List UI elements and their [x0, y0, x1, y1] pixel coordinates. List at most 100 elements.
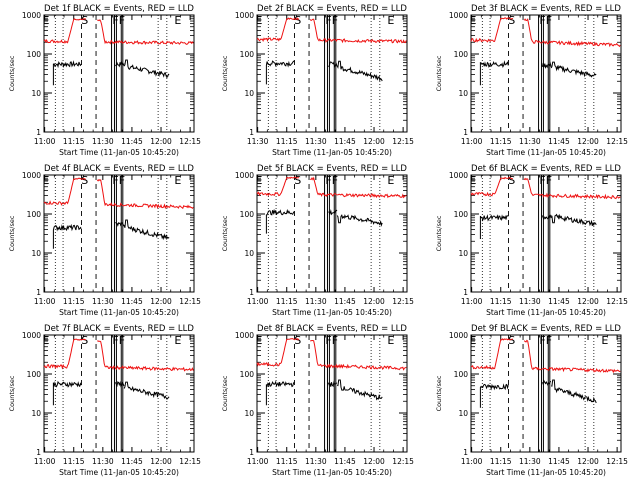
- y-tick-label: 1000: [22, 171, 41, 180]
- y-tick-label: 1: [36, 448, 41, 457]
- x-tick-label: 12:15: [392, 457, 414, 466]
- lld-series-line: [470, 17, 514, 43]
- x-tick-label: 11:15: [490, 137, 512, 146]
- x-tick-label: 11:30: [305, 137, 327, 146]
- x-axis-label: Start Time (11-Jan-05 10:45:20): [486, 308, 606, 317]
- chart-title: Det 3f BLACK = Events, RED = LLD: [471, 4, 621, 14]
- x-tick-label: 11:30: [519, 457, 541, 466]
- lld-series-line: [256, 17, 300, 43]
- marker-label: S: [294, 14, 301, 27]
- events-series-line: [123, 59, 170, 79]
- marker-label: FF: [325, 334, 338, 347]
- plot-frame: [43, 14, 195, 133]
- y-tick-label: 1: [36, 288, 41, 297]
- x-tick-label: 11:00: [461, 457, 483, 466]
- x-tick-label: 11:00: [34, 457, 56, 466]
- chart-title: Det 8f BLACK = Events, RED = LLD: [257, 324, 407, 334]
- plot-frame: [43, 334, 195, 453]
- marker-label: S: [294, 174, 301, 187]
- events-series-line: [336, 60, 383, 82]
- x-axis-label: Start Time (11-Jan-05 10:45:20): [272, 148, 392, 157]
- plot-frame: [43, 174, 195, 293]
- lld-series-line: [523, 339, 621, 374]
- x-tick-label: 11:15: [276, 457, 298, 466]
- lld-series-line: [43, 177, 86, 206]
- y-tick-label: 1: [463, 288, 468, 297]
- y-axis-label: Counts/sec: [8, 215, 16, 251]
- lld-series-line: [97, 19, 194, 46]
- y-tick-label: 10: [458, 89, 468, 98]
- lld-series-line: [256, 176, 300, 197]
- chart-title: Det 9f BLACK = Events, RED = LLD: [471, 324, 621, 334]
- x-tick-label: 12:15: [179, 137, 201, 146]
- plot-frame: [470, 334, 622, 453]
- y-axis-label: Counts/sec: [221, 215, 229, 251]
- y-tick-label: 1: [249, 448, 254, 457]
- x-tick-label: 12:15: [606, 137, 628, 146]
- x-tick-label: 12:00: [363, 137, 385, 146]
- events-series-line: [328, 209, 338, 216]
- x-tick-label: 12:15: [179, 297, 201, 306]
- y-tick-label: 100: [27, 370, 42, 379]
- y-tick-label: 100: [27, 210, 42, 219]
- x-tick-label: 11:30: [247, 137, 269, 146]
- x-tick-label: 12:00: [363, 457, 385, 466]
- events-series-line: [541, 61, 552, 69]
- x-axis-label: Start Time (11-Jan-05 10:45:20): [272, 468, 392, 477]
- x-tick-label: 12:15: [392, 297, 414, 306]
- chart-panel: Det 4f BLACK = Events, RED = LLD Counts/s…: [8, 164, 201, 317]
- marker-label: E: [174, 334, 181, 347]
- x-axis-label: Start Time (11-Jan-05 10:45:20): [272, 308, 392, 317]
- events-series-line: [541, 379, 551, 387]
- lld-series-line: [470, 176, 514, 197]
- y-tick-label: 10: [244, 249, 254, 258]
- y-axis-label: Counts/sec: [8, 55, 16, 91]
- events-series-line: [52, 380, 82, 406]
- events-series-line: [479, 214, 509, 239]
- x-tick-label: 11:45: [548, 137, 570, 146]
- events-series-line: [265, 380, 295, 406]
- chart-panel: Det 9f BLACK = Events, RED = LLD Counts/s…: [435, 324, 628, 477]
- marker-label: FF: [539, 334, 552, 347]
- x-tick-label: 11:15: [276, 137, 298, 146]
- y-tick-label: 1000: [235, 171, 254, 180]
- x-tick-label: 12:15: [392, 137, 414, 146]
- events-series-line: [550, 61, 597, 78]
- events-series-line: [52, 60, 82, 86]
- marker-label: E: [387, 14, 394, 27]
- events-series-line: [123, 381, 170, 400]
- marker-label: FF: [539, 174, 552, 187]
- lld-series-line: [470, 338, 514, 370]
- y-axis-label: Counts/sec: [435, 215, 443, 251]
- x-tick-label: 12:00: [150, 457, 172, 466]
- x-tick-label: 12:00: [150, 137, 172, 146]
- y-tick-label: 10: [458, 409, 468, 418]
- marker-label: S: [508, 14, 515, 27]
- chart-title: Det 1f BLACK = Events, RED = LLD: [44, 4, 194, 14]
- marker-label: E: [174, 174, 181, 187]
- chart-title: Det 5f BLACK = Events, RED = LLD: [257, 164, 407, 174]
- marker-label: E: [601, 334, 608, 347]
- x-tick-label: 11:30: [305, 457, 327, 466]
- y-tick-label: 1: [463, 448, 468, 457]
- y-tick-label: 100: [240, 50, 255, 59]
- x-tick-label: 11:30: [92, 297, 114, 306]
- marker-label: FF: [112, 334, 125, 347]
- x-tick-label: 11:45: [548, 297, 570, 306]
- x-axis-label: Start Time (11-Jan-05 10:45:20): [59, 308, 179, 317]
- chart-panel: Det 8f BLACK = Events, RED = LLD Counts/s…: [221, 324, 414, 477]
- events-series-line: [115, 222, 125, 228]
- y-tick-label: 100: [240, 370, 255, 379]
- x-tick-label: 11:45: [334, 297, 356, 306]
- x-tick-label: 12:00: [363, 297, 385, 306]
- lld-series-line: [43, 18, 87, 44]
- events-series-line: [114, 380, 125, 388]
- x-tick-label: 11:30: [519, 137, 541, 146]
- lld-series-line: [310, 340, 407, 371]
- marker-label: S: [508, 334, 515, 347]
- plot-frame: [470, 14, 622, 133]
- events-series-line: [479, 383, 509, 408]
- chart-panel: Det 6f BLACK = Events, RED = LLD Counts/s…: [435, 164, 628, 317]
- lld-series-line: [310, 176, 407, 199]
